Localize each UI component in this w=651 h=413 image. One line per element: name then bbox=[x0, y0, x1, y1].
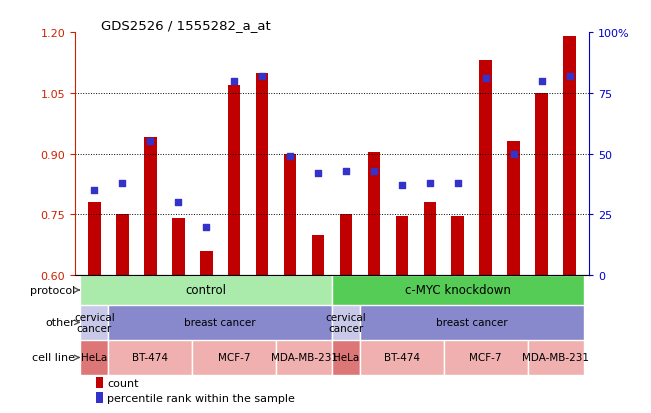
Point bbox=[480, 76, 491, 83]
Point bbox=[145, 139, 156, 145]
Text: BT-474: BT-474 bbox=[132, 353, 169, 363]
Bar bbox=[172, 219, 185, 275]
Point bbox=[452, 180, 463, 187]
Text: cervical
cancer: cervical cancer bbox=[326, 312, 367, 333]
Text: HeLa: HeLa bbox=[333, 353, 359, 363]
Point bbox=[564, 74, 575, 80]
Text: breast cancer: breast cancer bbox=[184, 318, 256, 328]
Point bbox=[257, 74, 268, 80]
Text: cell line: cell line bbox=[33, 353, 79, 363]
Bar bbox=[284, 154, 296, 275]
Point bbox=[89, 188, 100, 194]
Bar bbox=[507, 142, 520, 275]
Bar bbox=[276, 340, 332, 375]
Bar bbox=[444, 340, 528, 375]
Bar bbox=[256, 74, 268, 275]
Point bbox=[229, 78, 240, 85]
Bar bbox=[340, 215, 352, 275]
Text: cervical
cancer: cervical cancer bbox=[74, 312, 115, 333]
Bar bbox=[109, 305, 332, 340]
Bar bbox=[396, 217, 408, 275]
Text: GDS2526 / 1555282_a_at: GDS2526 / 1555282_a_at bbox=[101, 19, 270, 32]
Bar bbox=[563, 37, 576, 275]
Bar bbox=[116, 215, 129, 275]
Point bbox=[285, 153, 296, 160]
Point bbox=[173, 199, 184, 206]
Text: MDA-MB-231: MDA-MB-231 bbox=[271, 353, 338, 363]
Point bbox=[117, 180, 128, 187]
Bar bbox=[96, 377, 103, 389]
Text: percentile rank within the sample: percentile rank within the sample bbox=[107, 393, 295, 403]
Bar bbox=[528, 340, 583, 375]
Bar bbox=[535, 94, 548, 275]
Bar bbox=[332, 340, 360, 375]
Text: count: count bbox=[107, 378, 139, 388]
Point bbox=[340, 168, 351, 175]
Text: other: other bbox=[46, 318, 79, 328]
Text: breast cancer: breast cancer bbox=[436, 318, 508, 328]
Bar bbox=[452, 217, 464, 275]
Point bbox=[508, 151, 519, 157]
Bar bbox=[81, 305, 109, 340]
Bar bbox=[81, 275, 332, 305]
Point bbox=[368, 168, 379, 175]
Bar bbox=[368, 152, 380, 275]
Bar bbox=[144, 138, 157, 275]
Text: MCF-7: MCF-7 bbox=[469, 353, 502, 363]
Bar bbox=[200, 251, 212, 275]
Text: BT-474: BT-474 bbox=[384, 353, 420, 363]
Bar bbox=[228, 85, 240, 275]
Text: protocol: protocol bbox=[30, 285, 79, 295]
Bar bbox=[96, 392, 103, 403]
Text: MDA-MB-231: MDA-MB-231 bbox=[522, 353, 589, 363]
Point bbox=[201, 224, 212, 230]
Bar bbox=[81, 340, 109, 375]
Bar bbox=[424, 203, 436, 275]
Bar bbox=[88, 203, 101, 275]
Bar bbox=[332, 275, 583, 305]
Point bbox=[396, 183, 407, 189]
Bar bbox=[479, 61, 492, 275]
Bar bbox=[312, 235, 324, 275]
Bar bbox=[360, 305, 583, 340]
Bar bbox=[109, 340, 192, 375]
Bar bbox=[332, 305, 360, 340]
Bar bbox=[360, 340, 444, 375]
Text: HeLa: HeLa bbox=[81, 353, 107, 363]
Text: MCF-7: MCF-7 bbox=[218, 353, 251, 363]
Bar bbox=[192, 340, 276, 375]
Text: control: control bbox=[186, 284, 227, 297]
Point bbox=[536, 78, 547, 85]
Point bbox=[424, 180, 435, 187]
Point bbox=[313, 170, 324, 177]
Text: c-MYC knockdown: c-MYC knockdown bbox=[405, 284, 511, 297]
